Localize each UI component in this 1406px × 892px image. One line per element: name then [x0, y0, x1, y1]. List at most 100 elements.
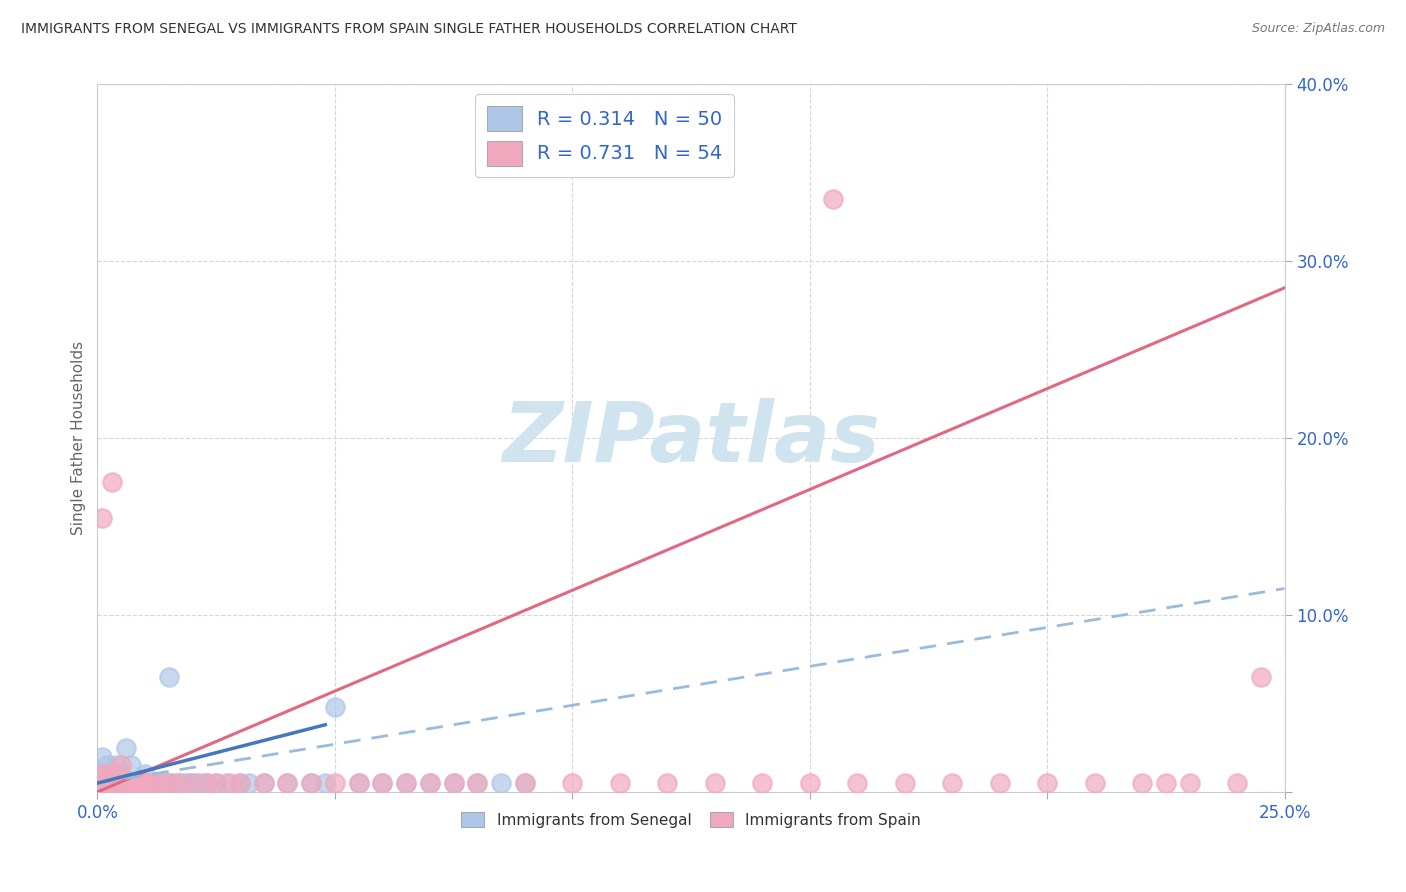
Point [323, 776, 346, 790]
Point [561, 776, 583, 790]
Point [419, 776, 441, 790]
Point [371, 776, 394, 790]
Point [176, 776, 198, 790]
Point [657, 776, 679, 790]
Point [100, 767, 122, 781]
Point [371, 776, 394, 790]
Point [347, 776, 370, 790]
Point [443, 776, 465, 790]
Point [941, 776, 963, 790]
Point [110, 767, 132, 781]
Point [395, 776, 418, 790]
Point [751, 776, 773, 790]
Point [465, 776, 488, 790]
Point [181, 776, 204, 790]
Point [893, 776, 915, 790]
Point [229, 776, 252, 790]
Point [181, 776, 204, 790]
Point [252, 776, 274, 790]
Point [172, 776, 194, 790]
Point [395, 776, 418, 790]
Legend: Immigrants from Senegal, Immigrants from Spain: Immigrants from Senegal, Immigrants from… [456, 805, 927, 834]
Point [157, 670, 180, 684]
Point [314, 776, 336, 790]
Point [91, 776, 114, 790]
Point [91, 510, 114, 524]
Point [100, 776, 122, 790]
Point [443, 776, 465, 790]
Point [162, 776, 184, 790]
Point [91, 767, 114, 781]
Text: ZIPatlas: ZIPatlas [502, 398, 880, 479]
Point [513, 776, 536, 790]
Point [513, 776, 536, 790]
Point [120, 776, 142, 790]
Point [115, 776, 138, 790]
Point [167, 776, 190, 790]
Point [195, 776, 218, 790]
Point [143, 776, 166, 790]
Point [143, 776, 166, 790]
Point [1226, 776, 1249, 790]
Point [96, 767, 118, 781]
Point [120, 758, 142, 772]
Point [1250, 670, 1272, 684]
Point [105, 758, 128, 772]
Point [191, 776, 214, 790]
Point [100, 776, 122, 790]
Point [988, 776, 1011, 790]
Point [124, 776, 146, 790]
Point [148, 776, 170, 790]
Point [323, 700, 346, 714]
Point [138, 776, 160, 790]
Text: Source: ZipAtlas.com: Source: ZipAtlas.com [1251, 22, 1385, 36]
Point [252, 776, 274, 790]
Point [229, 776, 252, 790]
Point [276, 776, 298, 790]
Point [91, 749, 114, 764]
Point [105, 767, 128, 781]
Point [153, 776, 176, 790]
Point [134, 767, 156, 781]
Point [1130, 776, 1153, 790]
Point [846, 776, 869, 790]
Point [157, 776, 180, 790]
Point [148, 776, 170, 790]
Y-axis label: Single Father Households: Single Father Households [72, 341, 86, 535]
Point [489, 776, 512, 790]
Point [186, 776, 208, 790]
Point [703, 776, 725, 790]
Point [129, 776, 152, 790]
Point [238, 776, 260, 790]
Point [1178, 776, 1201, 790]
Point [138, 776, 160, 790]
Point [1083, 776, 1105, 790]
Text: IMMIGRANTS FROM SENEGAL VS IMMIGRANTS FROM SPAIN SINGLE FATHER HOUSEHOLDS CORREL: IMMIGRANTS FROM SENEGAL VS IMMIGRANTS FR… [21, 22, 797, 37]
Point [1154, 776, 1177, 790]
Point [96, 758, 118, 772]
Point [205, 776, 228, 790]
Point [124, 776, 146, 790]
Point [91, 767, 114, 781]
Point [823, 193, 845, 207]
Point [100, 475, 122, 490]
Point [157, 776, 180, 790]
Point [110, 758, 132, 772]
Point [105, 776, 128, 790]
Point [276, 776, 298, 790]
Point [799, 776, 821, 790]
Point [110, 776, 132, 790]
Point [129, 776, 152, 790]
Point [205, 776, 228, 790]
Point [167, 776, 190, 790]
Point [96, 776, 118, 790]
Point [219, 776, 242, 790]
Point [299, 776, 322, 790]
Point [120, 776, 142, 790]
Point [347, 776, 370, 790]
Point [1036, 776, 1059, 790]
Point [134, 776, 156, 790]
Point [214, 776, 236, 790]
Point [465, 776, 488, 790]
Point [419, 776, 441, 790]
